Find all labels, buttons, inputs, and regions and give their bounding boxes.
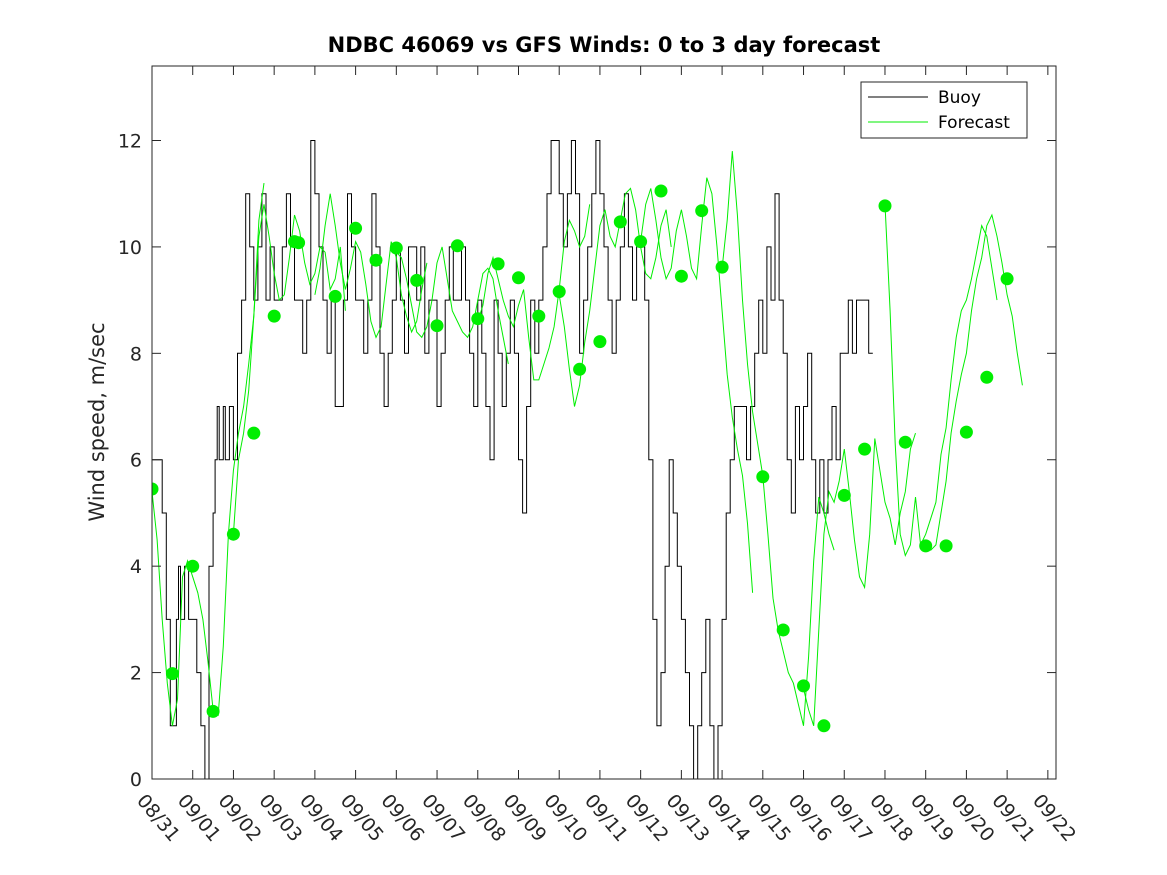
forecast-marker-9: [328, 289, 342, 303]
forecast-marker-34: [858, 442, 872, 456]
y-tick-label: 2: [130, 663, 142, 685]
y-tick-label: 4: [130, 556, 142, 578]
forecast-marker-0: [152, 482, 159, 496]
forecast-run-line-2: [314, 193, 428, 339]
forecast-marker-24: [634, 235, 648, 249]
forecast-marker-28: [715, 260, 729, 274]
forecast-marker-33: [837, 488, 851, 502]
forecast-marker-35: [878, 199, 892, 213]
forecast-marker-26: [674, 269, 688, 283]
forecast-marker-29: [756, 470, 770, 484]
y-tick-label: 12: [118, 130, 142, 152]
forecast-marker-1: [165, 667, 179, 681]
forecast-run-line-9: [884, 204, 998, 557]
forecast-marker-20: [552, 285, 566, 299]
forecast-marker-32: [817, 719, 831, 733]
forecast-marker-25: [654, 184, 668, 198]
forecast-marker-23: [613, 215, 627, 229]
legend-label-buoy: Buoy: [938, 88, 981, 108]
forecast-run-line-8: [803, 432, 916, 726]
buoy-series-line: [152, 140, 873, 779]
y-tick-label: 8: [130, 343, 142, 365]
forecast-marker-12: [389, 241, 403, 255]
y-axis-label: Wind speed, m/sec: [85, 322, 109, 521]
forecast-run-line-10: [925, 213, 1023, 551]
forecast-run-line-5: [558, 187, 672, 407]
forecast-marker-8: [292, 236, 306, 250]
forecast-marker-11: [369, 253, 383, 267]
forecast-marker-6: [267, 309, 281, 323]
forecast-marker-5: [247, 426, 261, 440]
legend-box: [860, 81, 1028, 139]
forecast-marker-36: [898, 435, 912, 449]
forecast-marker-13: [410, 273, 424, 287]
y-tick-label: 10: [118, 237, 142, 259]
forecast-run-line-4: [477, 204, 591, 381]
forecast-marker-22: [593, 335, 607, 349]
forecast-marker-16: [471, 312, 485, 326]
forecast-marker-10: [349, 221, 363, 235]
forecast-marker-30: [776, 623, 790, 637]
forecast-marker-2: [186, 559, 200, 573]
forecast-marker-4: [226, 527, 240, 541]
forecast-marker-19: [532, 309, 546, 323]
chart-title: NDBC 46069 vs GFS Winds: 0 to 3 day fore…: [328, 33, 881, 57]
forecast-marker-31: [797, 679, 810, 693]
forecast-marker-41: [1000, 272, 1014, 286]
forecast-marker-15: [450, 239, 464, 253]
forecast-marker-3: [206, 704, 220, 718]
plot-area: [152, 66, 1056, 779]
forecast-marker-14: [430, 319, 444, 333]
y-tick-label: 6: [130, 450, 142, 472]
forecast-marker-40: [980, 370, 994, 384]
forecast-run-line-3: [395, 246, 509, 365]
forecast-marker-39: [959, 425, 973, 439]
forecast-marker-27: [695, 204, 709, 218]
forecast-run-line-1: [232, 204, 346, 535]
plot-frame: [151, 65, 1057, 780]
forecast-marker-17: [491, 257, 505, 271]
forecast-run-line-0: [152, 183, 265, 726]
legend-label-forecast: Forecast: [938, 113, 1010, 133]
y-tick-label: 0: [130, 769, 142, 791]
forecast-marker-37: [919, 539, 933, 553]
forecast-marker-38: [939, 539, 953, 553]
legend: Buoy Forecast: [860, 81, 1028, 139]
forecast-marker-18: [512, 271, 525, 285]
forecast-marker-21: [573, 362, 587, 376]
forecast-run-line-6: [640, 177, 754, 593]
